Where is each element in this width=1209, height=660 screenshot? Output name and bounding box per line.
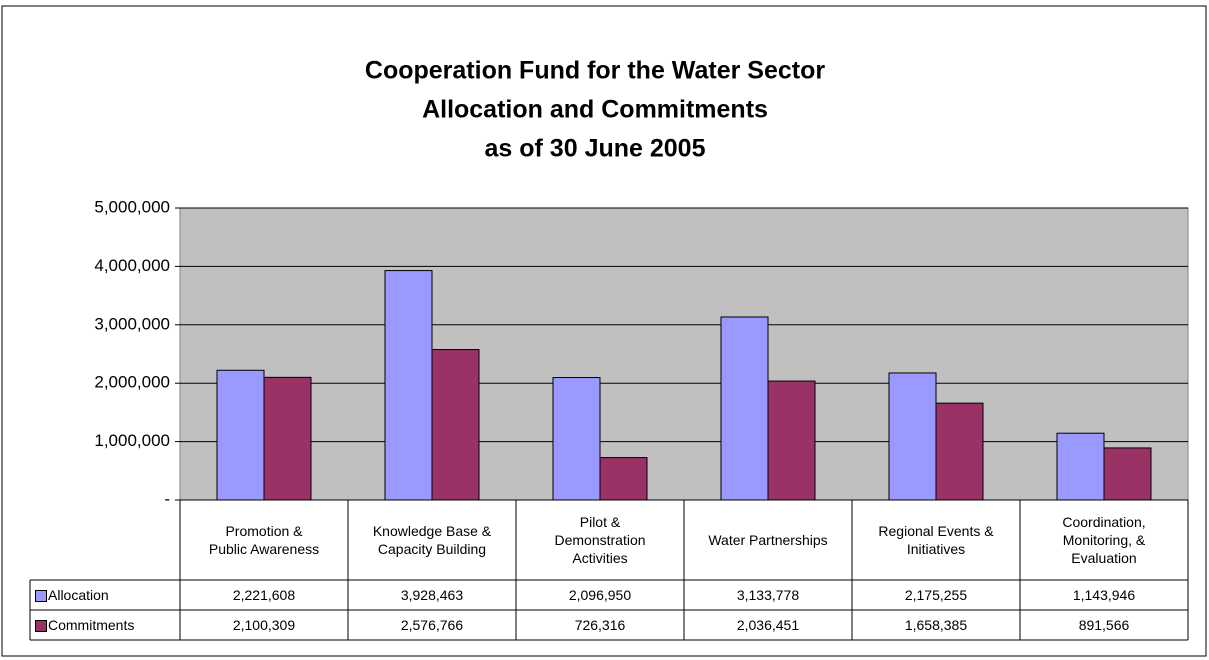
chart-title: Cooperation Fund for the Water Sector — [365, 57, 825, 85]
y-tick-label: - — [164, 489, 170, 508]
legend-key — [35, 620, 47, 632]
category-label: Regional Events & Initiatives — [878, 523, 994, 557]
y-tick-label: 4,000,000 — [94, 256, 170, 275]
table-value: 2,036,451 — [736, 617, 800, 633]
table-value: 3,928,463 — [400, 587, 464, 603]
table-value: 2,576,766 — [400, 617, 464, 633]
legend-key — [35, 590, 47, 602]
table-value: 2,096,950 — [568, 587, 632, 603]
bar — [1103, 447, 1152, 501]
table-value: 2,100,309 — [232, 617, 296, 633]
category-label: Pilot & Demonstration Activities — [554, 514, 646, 566]
chart-title: Allocation and Commitments — [422, 96, 768, 124]
y-tick-label: 2,000,000 — [94, 373, 170, 392]
legend-label: Allocation — [48, 587, 109, 603]
bar — [384, 270, 433, 501]
y-tick-label: 1,000,000 — [94, 431, 170, 450]
table-value: 726,316 — [574, 617, 626, 633]
table-value: 1,658,385 — [904, 617, 968, 633]
table-value: 2,221,608 — [232, 587, 296, 603]
category-label: Promotion & Public Awareness — [208, 523, 320, 557]
bar — [216, 369, 265, 501]
category-label: Water Partnerships — [708, 532, 828, 548]
bar — [599, 457, 648, 501]
bar — [1056, 432, 1105, 501]
bar — [720, 316, 769, 501]
y-tick-label: 3,000,000 — [94, 314, 170, 333]
legend-label: Commitments — [48, 617, 135, 633]
category-label: Knowledge Base & Capacity Building — [372, 523, 492, 557]
plot-area — [179, 207, 1189, 501]
y-tick-label: 5,000,000 — [94, 197, 170, 216]
chart-title: as of 30 June 2005 — [485, 135, 706, 163]
bar — [935, 402, 984, 501]
table-value: 891,566 — [1078, 617, 1130, 633]
category-label: Coordination, Monitoring, & Evaluation — [1062, 514, 1146, 566]
table-value: 3,133,778 — [736, 587, 800, 603]
bar — [552, 377, 601, 501]
table-value: 2,175,255 — [904, 587, 968, 603]
bar — [888, 372, 937, 501]
bar — [263, 376, 312, 501]
bar — [431, 349, 480, 501]
bar — [767, 380, 816, 501]
table-value: 1,143,946 — [1072, 587, 1136, 603]
